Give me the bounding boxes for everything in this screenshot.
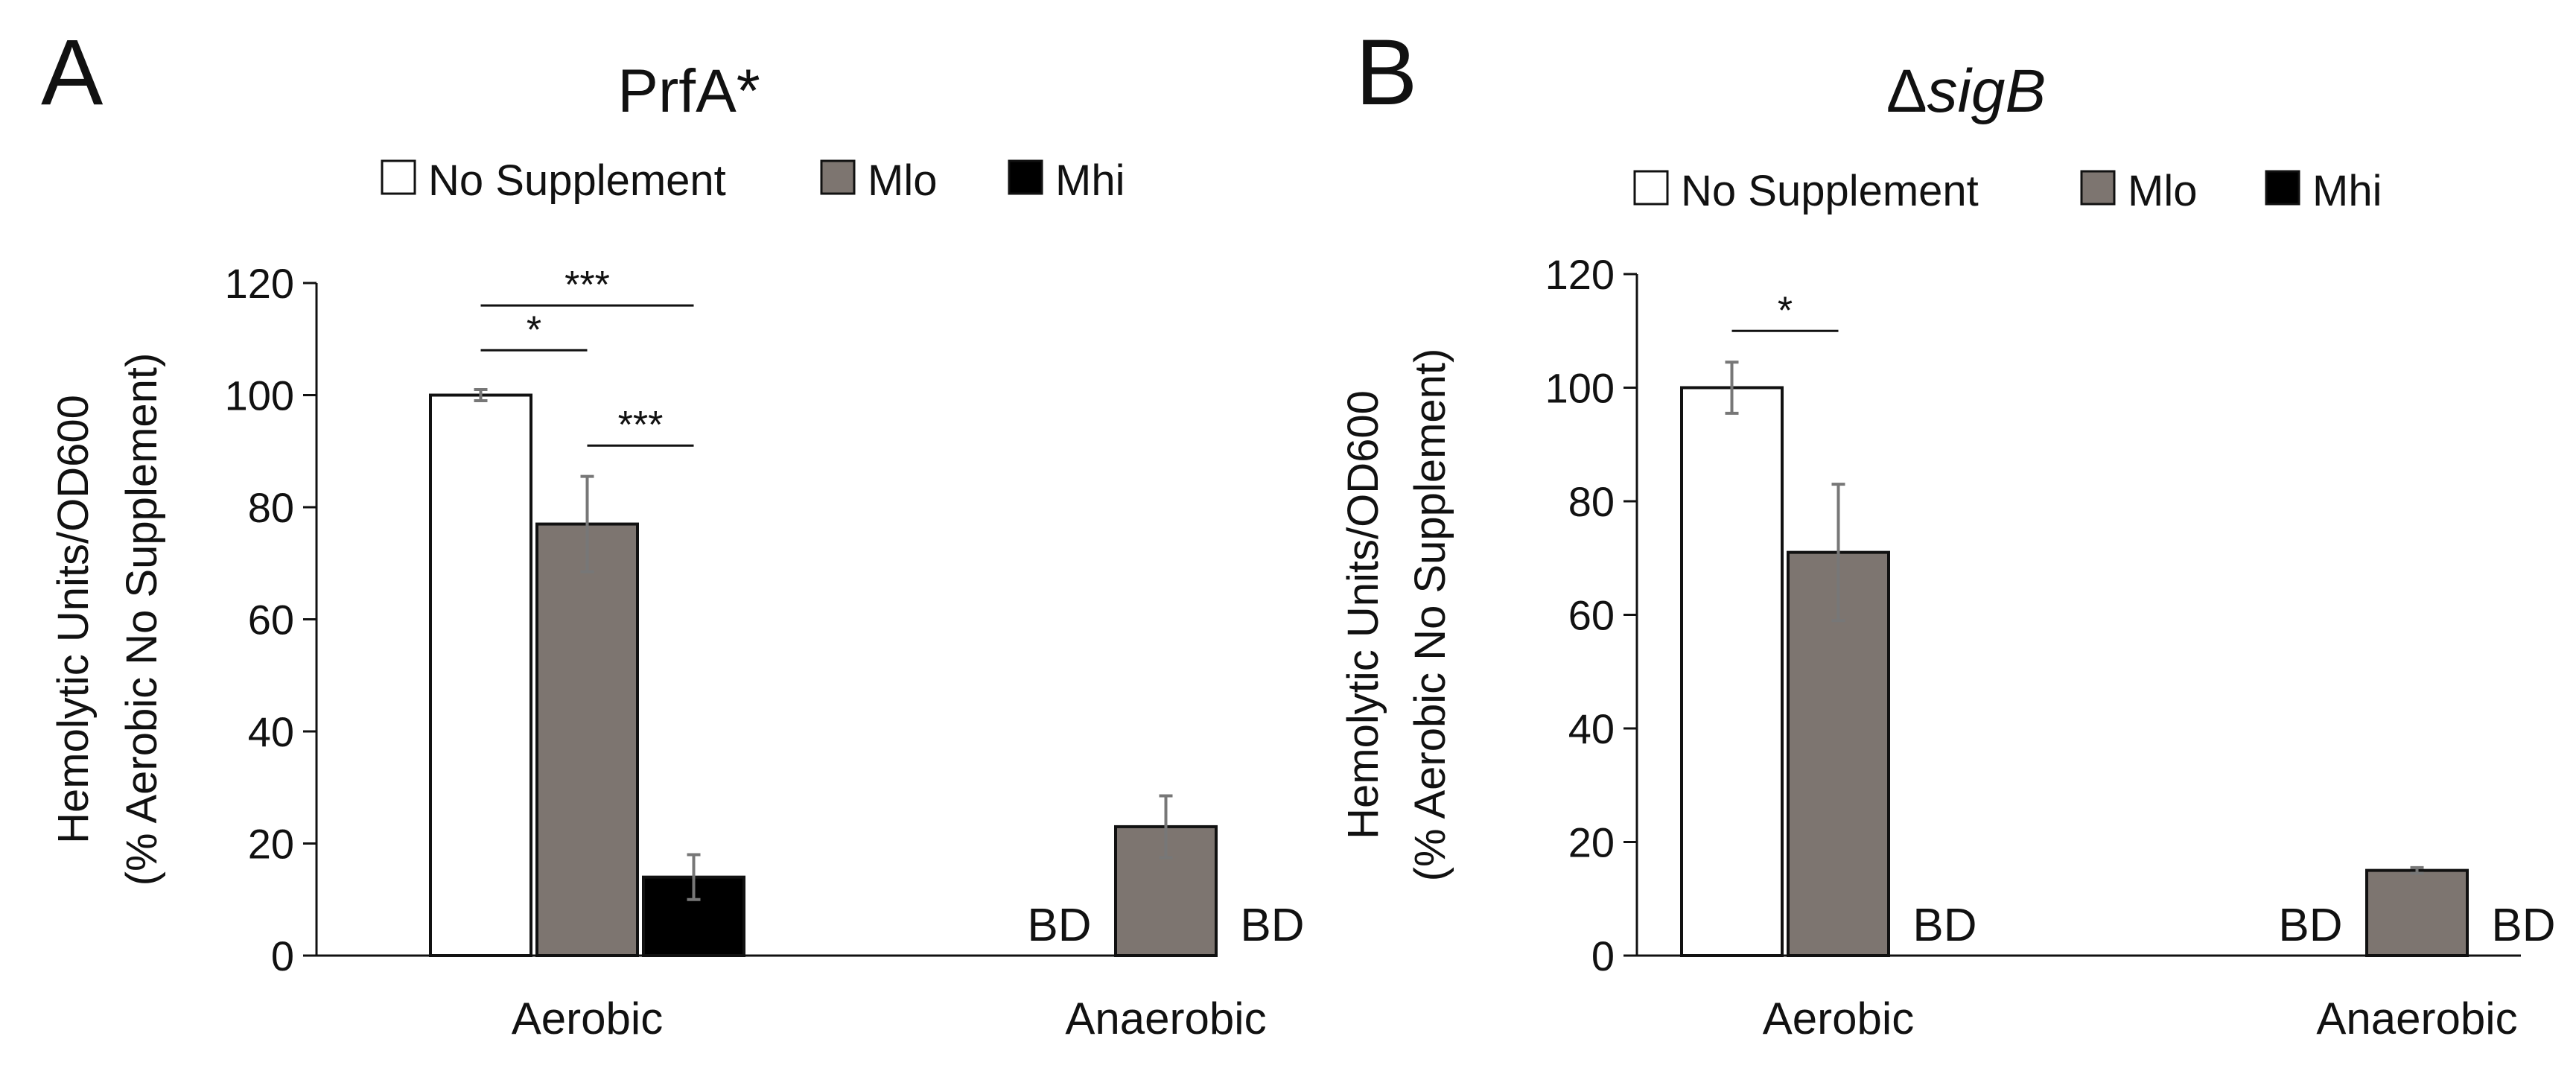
panel-a-anaerobic-mhi-bd-label: BD <box>1240 900 1304 951</box>
panel-b-y-tick-label-0: 0 <box>1591 933 1615 979</box>
panel-a-letter: A <box>41 21 104 124</box>
panel-b-y-tick-label-20: 20 <box>1568 819 1615 866</box>
panel-b-anaerobic-mlo-bar <box>2365 868 2469 957</box>
panel-b-y-axis-label-line1: Hemolytic Units/OD600 <box>1339 390 1387 839</box>
panel-a-legend-swatch-mlo <box>820 159 856 195</box>
panel-a-y-tick-label-120: 120 <box>225 260 294 307</box>
panel-b-legend-swatch-mlo <box>2080 170 2116 206</box>
panel-b-title-gene: sigB <box>1927 57 2047 125</box>
panel-b-legend-label-no-supplement: No Supplement <box>1681 167 1979 215</box>
panel-a-legend-label-mlo: Mlo <box>868 156 937 205</box>
panel-a-x-tick-label-aerobic: Aerobic <box>512 994 663 1043</box>
panel-b-legend-swatch-no-supplement <box>1633 170 1669 206</box>
panel-b-significance-label-0: * <box>1778 289 1793 332</box>
panel-a: A PrfA* No Supplement Mlo Mhi Hemolytic Uni… <box>41 21 1305 1043</box>
panel-a-x-tick-label-anaerobic: Anaerobic <box>1065 994 1266 1043</box>
panel-a-legend-swatch-no-supplement <box>381 159 416 195</box>
panel-b-legend-label-mlo: Mlo <box>2128 167 2197 215</box>
panel-b-x-tick-label-anaerobic: Anaerobic <box>2316 994 2517 1043</box>
panel-a-y-tick-label-60: 60 <box>248 597 294 644</box>
panel-a-y-tick-label-0: 0 <box>271 933 294 979</box>
panel-b-legend-swatch-mhi <box>2265 170 2300 206</box>
panel-b-y-tick-label-60: 60 <box>1568 592 1615 639</box>
panel-b-anaerobic-mhi-bd-label: BD <box>2491 900 2555 951</box>
panel-a-legend-swatch-mhi <box>1008 159 1043 195</box>
panel-a-y-tick-label-20: 20 <box>248 821 294 868</box>
panel-a-aerobic-no-supplement-bar <box>429 393 532 957</box>
panel-a-title: PrfA* <box>617 57 760 125</box>
panel-b-title: ΔsigB <box>1886 57 2046 125</box>
panel-b-title-prefix: Δ <box>1886 57 1927 125</box>
panel-a-significance-label-0: * <box>527 308 541 352</box>
panel-a-aerobic-mhi-bar <box>642 875 745 958</box>
panel-a-y-axis-label-line2: (% Aerobic No Supplement) <box>118 353 166 886</box>
panel-a-aerobic-mlo-bar <box>535 522 639 957</box>
panel-a-significance-label-1: *** <box>565 264 610 307</box>
panel-b-y-tick-label-40: 40 <box>1568 705 1615 752</box>
panel-a-anaerobic-no-supplement-bd-label: BD <box>1027 900 1091 951</box>
panel-b-aerobic-no-supplement-bar <box>1680 386 1784 957</box>
panel-a-anaerobic-mlo-bar <box>1114 825 1218 958</box>
panel-b-y-axis-label-line2: (% Aerobic No Supplement) <box>1406 349 1454 882</box>
panel-a-y-tick-label-40: 40 <box>248 708 294 755</box>
panel-b-letter: B <box>1355 21 1417 124</box>
panel-b-y-tick-label-100: 100 <box>1545 365 1615 412</box>
panel-a-legend-label-mhi: Mhi <box>1055 156 1125 205</box>
panel-a-y-tick-label-100: 100 <box>225 372 294 419</box>
panel-b-legend-label-mhi: Mhi <box>2312 167 2382 215</box>
panel-a-legend-label-no-supplement: No Supplement <box>428 156 726 205</box>
panel-a-significance-label-2: *** <box>618 404 664 447</box>
panel-b-y-tick-label-80: 80 <box>1568 478 1615 525</box>
panel-a-y-axis-label-line1: Hemolytic Units/OD600 <box>49 395 98 844</box>
panel-b-aerobic-mhi-bd-label: BD <box>1912 900 1976 951</box>
panel-b-x-tick-label-aerobic: Aerobic <box>1763 994 1914 1043</box>
panel-b-anaerobic-no-supplement-bd-label: BD <box>2278 900 2342 951</box>
panel-b: B ΔsigB No Supplement Mlo Mhi Hemolytic Uni… <box>1339 21 2556 1043</box>
panel-b-y-tick-label-120: 120 <box>1545 251 1615 298</box>
panel-a-y-tick-label-80: 80 <box>248 484 294 531</box>
